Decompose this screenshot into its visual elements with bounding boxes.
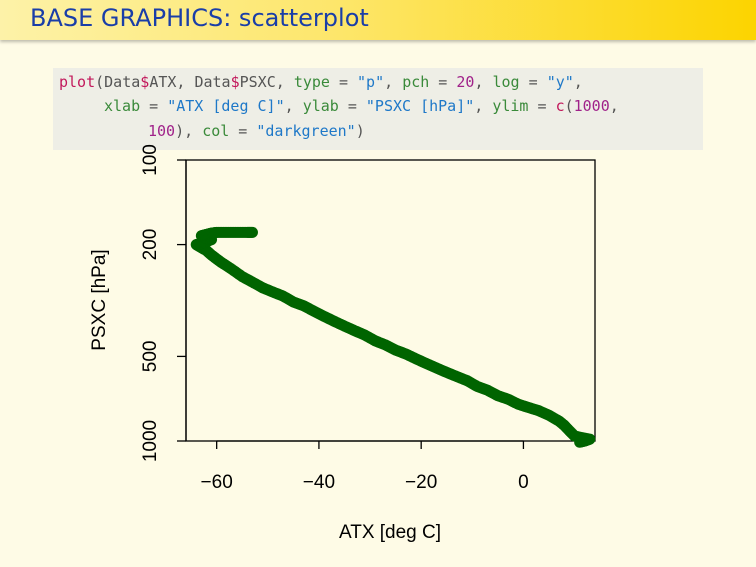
y-axis-label: PSXC [hPa] bbox=[89, 249, 110, 350]
y-tick-label: 200 bbox=[140, 229, 161, 261]
x-tick-label: −60 bbox=[201, 472, 233, 493]
x-tick-label: 0 bbox=[518, 472, 529, 493]
y-tick-label: 100 bbox=[140, 144, 161, 176]
x-axis: −60 −40 −20 0 bbox=[201, 440, 529, 493]
data-points bbox=[190, 226, 596, 448]
y-tick-label: 1000 bbox=[140, 420, 161, 462]
title-bar: BASE GRAPHICS: scatterplot bbox=[0, 0, 756, 40]
code-line-1: plot(Data$ATX, Data$PSXC, type = "p", pc… bbox=[59, 73, 583, 91]
code-line-2: xlab = "ATX [deg C]", ylab = "PSXC [hPa]… bbox=[104, 97, 619, 115]
y-axis: 100 200 500 1000 bbox=[140, 144, 187, 462]
x-axis-label: ATX [deg C] bbox=[339, 522, 441, 543]
x-tick-label: −20 bbox=[405, 472, 437, 493]
x-tick-label: −40 bbox=[303, 472, 335, 493]
data-point bbox=[246, 226, 258, 238]
plot-frame bbox=[185, 159, 596, 442]
y-tick-label: 500 bbox=[140, 341, 161, 373]
code-line-3: 100), col = "darkgreen") bbox=[148, 122, 365, 140]
slide-title: BASE GRAPHICS: scatterplot bbox=[30, 4, 369, 32]
code-block: plot(Data$ATX, Data$PSXC, type = "p", pc… bbox=[53, 68, 703, 150]
